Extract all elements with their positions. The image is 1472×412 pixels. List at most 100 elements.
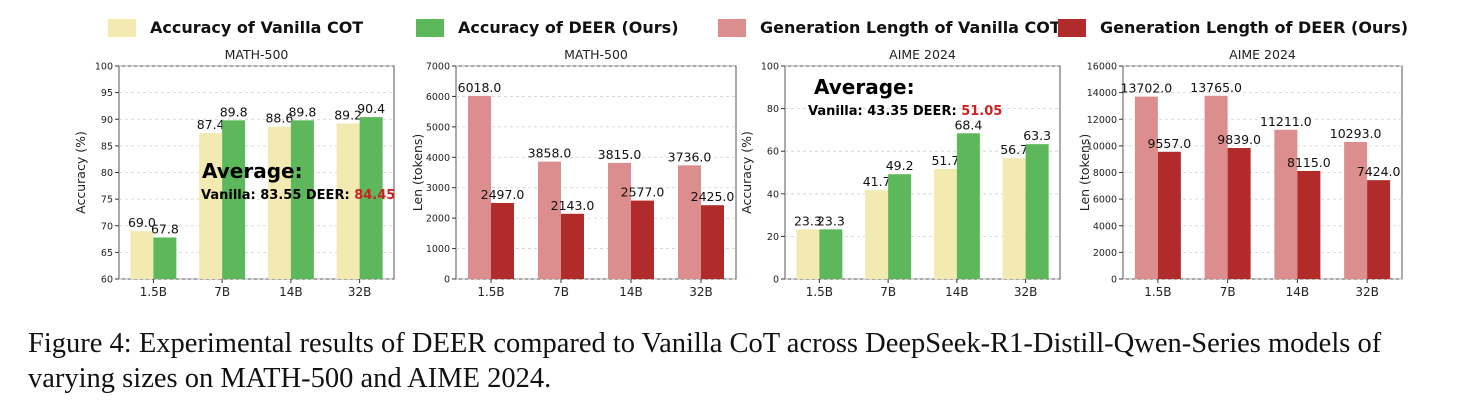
bar: [819, 229, 843, 279]
y-axis-label: Len (tokens): [410, 134, 425, 212]
bar: [796, 229, 820, 279]
data-label: 3815.0: [598, 147, 642, 162]
y-tick-label: 60: [101, 275, 113, 286]
y-tick-label: 8000: [1093, 168, 1117, 179]
bar: [222, 120, 246, 279]
data-label: 23.3: [794, 213, 822, 228]
plot-frame: [784, 65, 1061, 280]
y-axis-label: Accuracy (%): [739, 131, 754, 214]
data-label: 90.4: [357, 101, 385, 116]
data-label: 89.8: [220, 104, 248, 119]
legend-swatch: [108, 19, 136, 37]
data-label: 8115.0: [1287, 155, 1331, 170]
data-label: 13765.0: [1190, 80, 1242, 95]
y-tick-label: 4000: [426, 153, 450, 164]
y-axis-label: Len (tokens): [1077, 134, 1092, 212]
x-tick-label: 32B: [348, 285, 372, 299]
x-tick-label: 1.5B: [806, 285, 833, 299]
average-vanilla: Vanilla: 83.55 DEER:: [201, 188, 354, 203]
chart-title: AIME 2024: [1229, 47, 1296, 62]
data-label: 9557.0: [1148, 136, 1192, 151]
y-tick-label: 3000: [426, 183, 450, 194]
y-tick-label: 100: [761, 62, 779, 73]
y-tick-label: 6000: [1093, 195, 1117, 206]
data-label: 68.4: [954, 117, 982, 132]
chart-panel-4: 0 2000 4000 6000 8000 10000 12000 14000 16000 AIM…: [1077, 47, 1403, 299]
legend-label: Generation Length of Vanilla COT: [760, 18, 1061, 37]
y-tick-label: 80: [767, 104, 779, 115]
y-tick-label: 6000: [426, 92, 450, 103]
data-label: 2143.0: [551, 198, 595, 213]
x-tick-label: 32B: [1014, 285, 1038, 299]
y-tick-label: 75: [101, 195, 113, 206]
data-label: 9839.0: [1217, 132, 1261, 147]
data-label: 67.8: [151, 221, 179, 236]
x-tick-label: 14B: [945, 285, 969, 299]
data-label: 87.4: [197, 117, 225, 132]
y-tick-label: 16000: [1087, 62, 1117, 73]
x-tick-label: 7B: [553, 285, 569, 299]
legend-swatch: [416, 19, 444, 37]
data-label: 56.7: [1000, 142, 1028, 157]
data-label: 51.7: [931, 153, 959, 168]
x-tick-label: 1.5B: [1144, 285, 1171, 299]
data-label: 2425.0: [691, 189, 735, 204]
y-tick-label: 65: [101, 248, 113, 259]
legend-label: Accuracy of DEER (Ours): [458, 18, 679, 37]
chart-title: MATH-500: [564, 47, 628, 62]
bar: [1134, 96, 1158, 279]
y-tick-label: 1000: [426, 244, 450, 255]
legend-item: Accuracy of Vanilla COT: [108, 18, 363, 37]
data-label: 6018.0: [458, 80, 502, 95]
chart-title: MATH-500: [225, 47, 289, 62]
chart-panel-1: 60 65 70 75 80 85 90 95 100 MATH-500 Accuracy (%) 1…: [73, 47, 395, 299]
bar: [359, 117, 383, 280]
bar: [865, 190, 889, 279]
y-tick-label: 12000: [1087, 115, 1117, 126]
bar: [1297, 170, 1321, 279]
legend-item: Generation Length of DEER (Ours): [1058, 18, 1408, 37]
chart-panel-3: 0 20 40 60 80 100 AIME 2024 Accuracy (%) 1.5B 7B 1…: [739, 47, 1061, 299]
average-deer: 84.45: [354, 188, 395, 203]
y-tick-label: 14000: [1087, 88, 1117, 99]
x-tick-label: 1.5B: [477, 285, 504, 299]
x-tick-label: 7B: [880, 285, 896, 299]
bar: [267, 126, 291, 279]
average-values: Vanilla: 83.55 DEER: 84.45: [201, 188, 395, 203]
y-tick-label: 60: [767, 147, 779, 158]
y-tick-label: 100: [95, 62, 113, 73]
bar: [130, 231, 154, 279]
x-tick-label: 1.5B: [140, 285, 167, 299]
y-tick-label: 20: [767, 232, 779, 243]
bar: [468, 95, 491, 279]
legend: Accuracy of Vanilla COT Accuracy of DEER …: [108, 18, 1408, 37]
y-tick-label: 0: [444, 275, 450, 286]
y-tick-label: 40: [767, 189, 779, 200]
bar: [538, 161, 561, 279]
x-tick-label: 32B: [689, 285, 713, 299]
x-tick-label: 14B: [619, 285, 643, 299]
data-label: 3858.0: [528, 146, 572, 161]
y-tick-label: 7000: [426, 62, 450, 73]
y-tick-label: 4000: [1093, 221, 1117, 232]
data-label: 41.7: [863, 174, 891, 189]
bar: [631, 200, 654, 279]
y-tick-label: 80: [101, 168, 113, 179]
legend-item: Generation Length of Vanilla COT: [718, 18, 1061, 37]
data-label: 13702.0: [1121, 81, 1173, 96]
y-tick-label: 95: [101, 88, 113, 99]
bar: [561, 213, 584, 279]
data-label: 89.2: [334, 108, 362, 123]
bar: [678, 165, 701, 279]
bar: [1367, 180, 1391, 279]
y-tick-label: 10000: [1087, 141, 1117, 152]
data-label: 10293.0: [1330, 126, 1382, 141]
y-tick-label: 85: [101, 141, 113, 152]
bar: [1274, 129, 1298, 279]
y-tick-label: 90: [101, 115, 113, 126]
x-tick-label: 14B: [1286, 285, 1310, 299]
data-label: 2577.0: [621, 185, 665, 200]
chart-title: AIME 2024: [889, 47, 956, 62]
chart-panel-2: 0 1000 2000 3000 4000 5000 6000 7000 MATH-500 Len…: [410, 47, 737, 299]
y-axis-label: Accuracy (%): [73, 131, 88, 214]
